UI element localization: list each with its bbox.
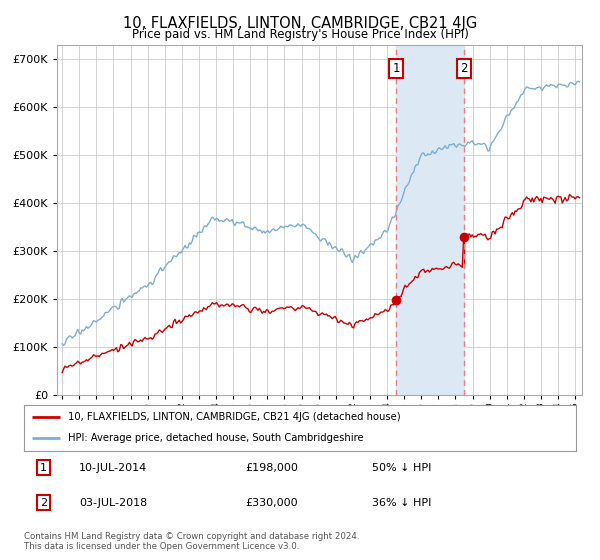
Text: 10, FLAXFIELDS, LINTON, CAMBRIDGE, CB21 4JG (detached house): 10, FLAXFIELDS, LINTON, CAMBRIDGE, CB21 … [68, 412, 401, 422]
Text: Price paid vs. HM Land Registry's House Price Index (HPI): Price paid vs. HM Land Registry's House … [131, 28, 469, 41]
Text: £330,000: £330,000 [245, 498, 298, 507]
Text: Contains HM Land Registry data © Crown copyright and database right 2024.
This d: Contains HM Land Registry data © Crown c… [24, 532, 359, 552]
Text: 03-JUL-2018: 03-JUL-2018 [79, 498, 148, 507]
Text: £198,000: £198,000 [245, 463, 298, 473]
Text: 10-JUL-2014: 10-JUL-2014 [79, 463, 148, 473]
Text: 36% ↓ HPI: 36% ↓ HPI [372, 498, 431, 507]
Text: 10, FLAXFIELDS, LINTON, CAMBRIDGE, CB21 4JG: 10, FLAXFIELDS, LINTON, CAMBRIDGE, CB21 … [123, 16, 477, 31]
Bar [396, 45, 464, 395]
Text: HPI: Average price, detached house, South Cambridgeshire: HPI: Average price, detached house, Sout… [68, 433, 364, 444]
Text: 1: 1 [392, 62, 400, 75]
Text: 50% ↓ HPI: 50% ↓ HPI [372, 463, 431, 473]
Text: 2: 2 [40, 498, 47, 507]
Text: 1: 1 [40, 463, 47, 473]
Text: 2: 2 [460, 62, 468, 75]
